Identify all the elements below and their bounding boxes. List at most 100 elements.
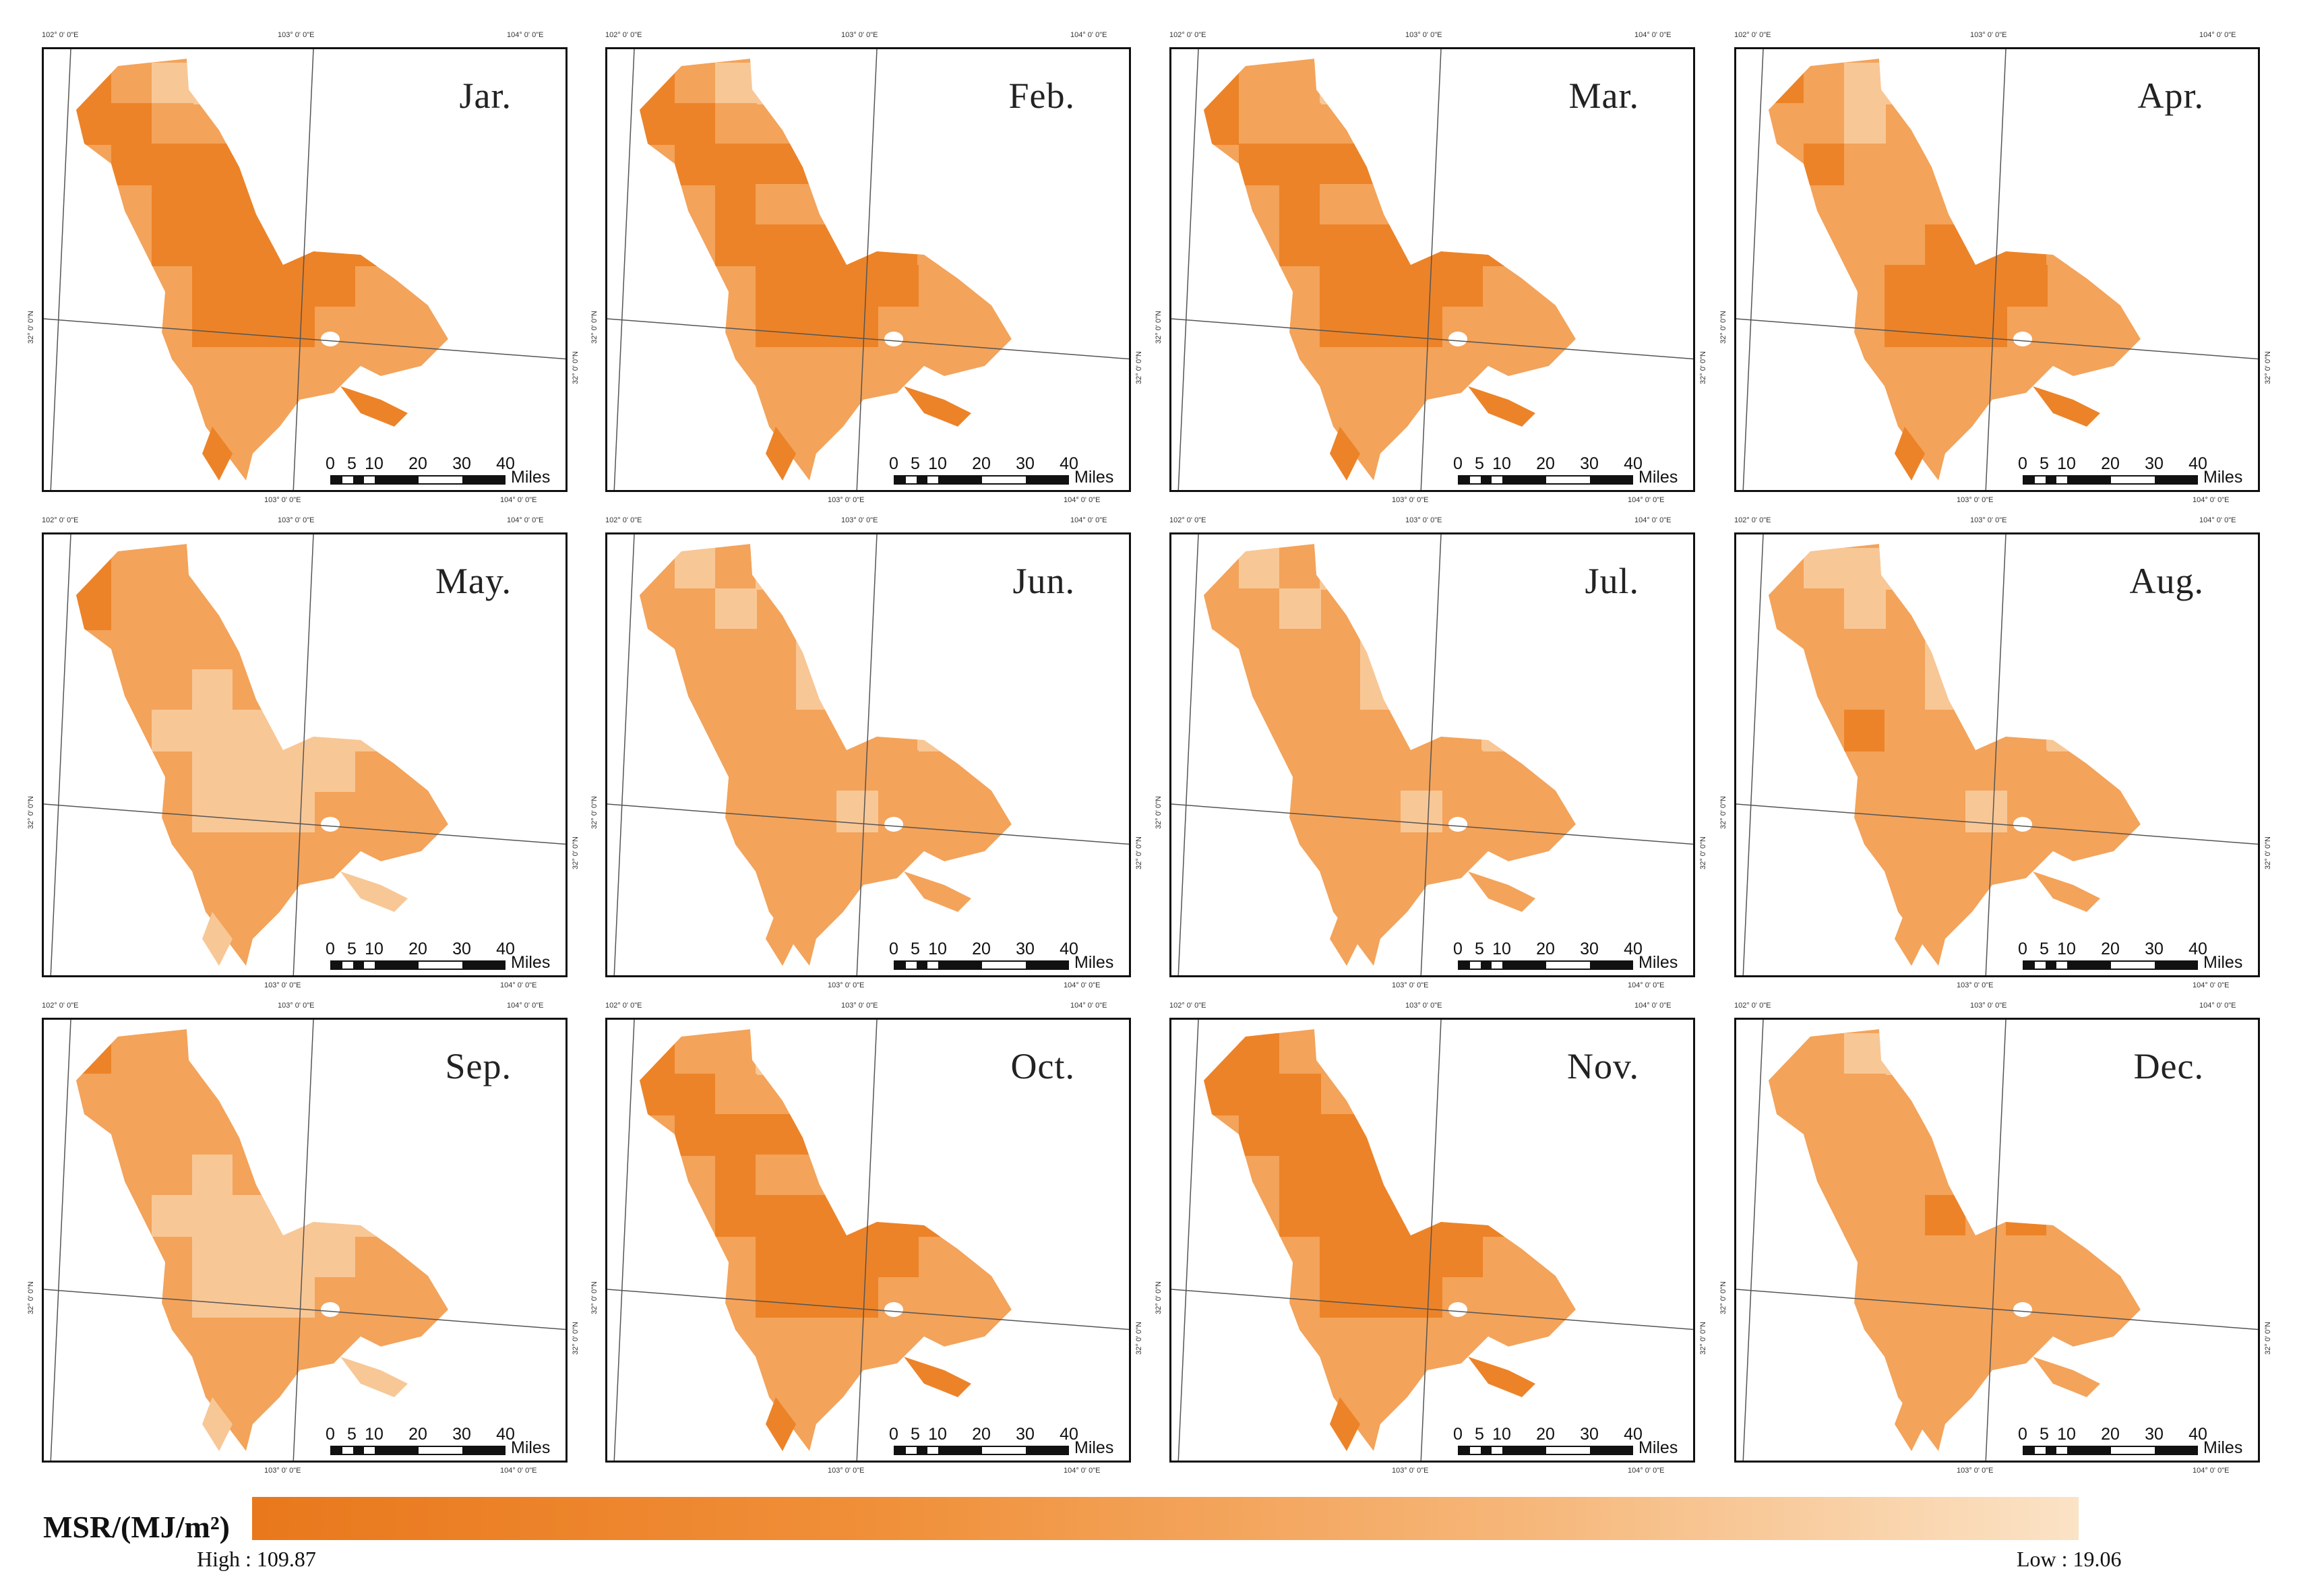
coordinate-label: 32° 0' 0"N — [1719, 311, 1727, 344]
scale-tick-label: 0 — [889, 454, 898, 473]
coordinate-label: 103° 0' 0"E — [278, 31, 315, 39]
radiation-cell — [192, 305, 234, 347]
scale-units-label: Miles — [1074, 468, 1114, 487]
radiation-cell — [877, 224, 919, 266]
graticule-line — [1177, 49, 1199, 490]
scale-tick-label: 40 — [496, 454, 515, 473]
scale-tick-label: 0 — [2018, 1425, 2027, 1444]
radiation-cell — [796, 710, 838, 751]
map-frame: Jun. 0 5 10 20 30 40 Miles — [605, 532, 1131, 977]
radiation-cell — [1804, 63, 1845, 104]
map-panel: Jun. 0 5 10 20 30 40 Miles 102° 0' 0"E 103° 0' 0"… — [590, 516, 1143, 989]
coordinate-label: 102° 0' 0"E — [605, 1002, 642, 1010]
scale-tick-label: 5 — [911, 940, 920, 958]
map-graphic — [1736, 534, 2258, 975]
coordinate-label: 102° 0' 0"E — [1169, 516, 1206, 524]
radiation-cell — [192, 1276, 234, 1318]
coordinate-label: 32° 0' 0"N — [1699, 836, 1707, 869]
radiation-cell — [354, 224, 396, 266]
map-graphic — [607, 534, 1129, 975]
map-graphic — [44, 534, 565, 975]
radiation-cell — [715, 224, 757, 266]
radiation-cell — [796, 184, 838, 226]
radiation-cell — [192, 224, 234, 266]
scale-bar-segments — [2023, 475, 2198, 485]
radiation-cell — [1804, 1074, 1845, 1115]
radiation-cell — [756, 1114, 797, 1156]
radiation-cell — [1204, 63, 1240, 104]
map-frame: Aug. 0 5 10 20 30 40 Miles — [1734, 532, 2260, 977]
radiation-cell — [1925, 1235, 1967, 1277]
radiation-cell — [1204, 548, 1240, 590]
radiation-cell — [1925, 1114, 1967, 1156]
radiation-cell — [2006, 1235, 2048, 1277]
region-fragment — [1330, 386, 1535, 481]
region-fragment — [766, 1357, 971, 1451]
coordinate-label: 104° 0' 0"E — [2193, 981, 2230, 989]
map-frame: May. 0 5 10 20 30 40 Miles — [42, 532, 568, 977]
radiation-cell — [192, 1033, 234, 1075]
radiation-cell — [836, 1195, 878, 1237]
scale-tick-label: 5 — [1475, 1425, 1484, 1444]
coordinate-label: 32° 0' 0"N — [1155, 796, 1163, 829]
legend-title: MSR/(MJ/m²) — [43, 1510, 230, 1544]
scale-bar-segments — [1458, 475, 1633, 485]
scale-bar-segments — [1458, 960, 1633, 970]
radiation-cell — [715, 1033, 757, 1075]
radiation-cell — [836, 265, 878, 307]
radiation-cell — [796, 629, 838, 671]
radiation-cell — [877, 1155, 919, 1196]
radiation-cell — [111, 63, 153, 104]
radiation-cell — [796, 1114, 838, 1156]
coordinate-label: 103° 0' 0"E — [1957, 1467, 1994, 1475]
radiation-cell — [756, 669, 797, 711]
radiation-cell — [152, 144, 193, 185]
scale-tick-label: 10 — [2057, 1425, 2076, 1444]
graticule-line — [1171, 1289, 1693, 1330]
coordinate-label: 32° 0' 0"N — [1155, 1281, 1163, 1314]
radiation-cell — [1844, 63, 1886, 104]
radiation-cell — [111, 629, 153, 671]
scale-units-label: Miles — [511, 953, 551, 972]
radiation-cell — [1360, 750, 1402, 792]
month-label: Dec. — [2133, 1046, 2204, 1086]
radiation-cell — [1360, 710, 1402, 751]
radiation-cell — [1204, 1074, 1240, 1115]
radiation-cell — [715, 548, 757, 590]
radiation-cell — [152, 710, 193, 751]
radiation-cell — [1885, 1276, 1926, 1318]
coordinate-label: 104° 0' 0"E — [1064, 496, 1101, 504]
radiation-cell — [273, 265, 315, 307]
legend-high-label: High : 109.87 — [197, 1547, 316, 1571]
radiation-cell — [715, 588, 757, 630]
graticule-line — [1985, 49, 2007, 490]
month-label: Nov. — [1567, 1046, 1639, 1086]
radiation-cell — [111, 103, 153, 145]
scale-tick-label: 40 — [496, 940, 515, 958]
coordinate-label: 102° 0' 0"E — [1734, 1002, 1771, 1010]
scale-tick-label: 0 — [1453, 940, 1463, 958]
radiation-cell — [1844, 184, 1886, 226]
radiation-cell — [192, 791, 234, 832]
scale-bar: 0 5 10 20 30 40 Miles — [326, 1415, 563, 1459]
radiation-cell — [273, 710, 315, 751]
radiation-cell — [111, 588, 153, 630]
map-panel: Jar. 0 5 10 20 30 40 Miles 102° 0' 0"E 103° 0' 0"… — [27, 31, 580, 504]
coordinate-label: 32° 0' 0"N — [1719, 796, 1727, 829]
radiation-cell — [1320, 1235, 1361, 1277]
radiation-cell — [2046, 1195, 2088, 1237]
scale-bar: 0 5 10 20 30 40 Miles — [1453, 929, 1690, 974]
radiation-cell — [796, 224, 838, 266]
radiation-cell — [1844, 103, 1886, 145]
radiation-cell — [111, 1033, 153, 1075]
scale-tick-label: 10 — [2057, 940, 2076, 958]
radiation-cell — [715, 144, 757, 185]
radiation-cell — [152, 1155, 193, 1196]
scale-tick-label: 10 — [1492, 454, 1511, 473]
coordinate-label: 104° 0' 0"E — [2193, 496, 2230, 504]
radiation-cell — [796, 791, 838, 832]
radiation-cell — [756, 144, 797, 185]
coordinate-label: 104° 0' 0"E — [2199, 1002, 2236, 1010]
radiation-cell — [1360, 791, 1402, 832]
